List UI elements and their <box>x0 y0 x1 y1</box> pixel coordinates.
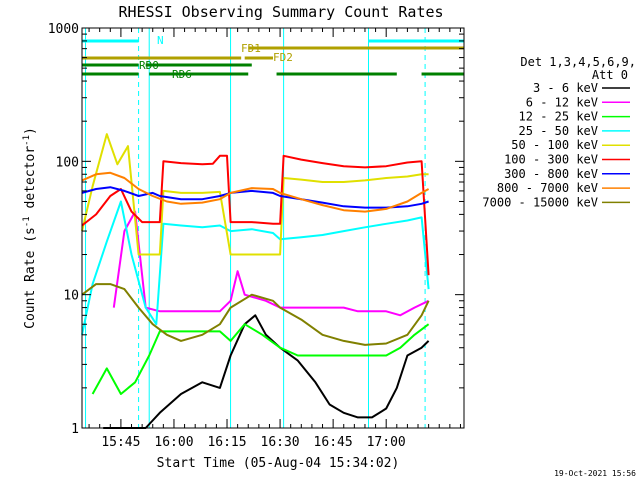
series-line <box>81 133 429 256</box>
y-tick-label: 10 <box>63 289 79 304</box>
series-lines <box>81 133 430 429</box>
series-line <box>81 171 430 213</box>
series-line <box>81 283 430 346</box>
legend-entry-label: 7000 - 15000 keV <box>482 195 598 209</box>
y-tick-label: 1 <box>71 422 79 437</box>
series-line <box>91 323 430 395</box>
n-label: N <box>157 34 164 47</box>
y-axis-label: Count Rate (s-1 detector-1) <box>22 127 38 329</box>
x-tick-label: 16:15 <box>207 435 246 450</box>
plot-frame <box>81 27 465 429</box>
legend-title-line2: Att 0 <box>592 68 628 82</box>
legend-title-line1: Det 1,3,4,5,6,9, <box>520 55 636 69</box>
series-line <box>81 200 430 336</box>
footer-timestamp: 19-Oct-2021 15:56 <box>554 469 636 478</box>
series-line <box>81 154 430 276</box>
mode-overlays: N FD1 FD2 RD0 RD6 <box>82 28 464 428</box>
rd6-label: RD6 <box>172 68 192 81</box>
legend-entry-label: 300 - 800 keV <box>504 167 598 181</box>
x-tick-label: 17:00 <box>367 435 406 450</box>
y-tick-label: 100 <box>56 155 79 170</box>
rd0-label: RD0 <box>139 59 159 72</box>
x-tick-label: 16:30 <box>261 435 300 450</box>
x-tick-label: 16:45 <box>314 435 353 450</box>
legend-entry-label: 12 - 25 keV <box>519 110 598 124</box>
x-tick-label: 15:45 <box>101 435 140 450</box>
x-axis-ticks: 15:45 16:00 16:15 16:30 16:45 17:00 <box>88 28 461 450</box>
x-tick-label: 16:00 <box>154 435 193 450</box>
legend-entry-label: 6 - 12 keV <box>526 95 598 109</box>
legend-entry-label: 25 - 50 keV <box>519 124 598 138</box>
series-line <box>112 210 430 317</box>
y-axis-ticks: 1 10 100 1000 <box>48 22 464 437</box>
series-line <box>81 186 429 209</box>
fd1-label: FD1 <box>241 42 261 55</box>
y-tick-label: 1000 <box>48 22 79 37</box>
chart-title: RHESSI Observing Summary Count Rates <box>118 3 443 21</box>
series-line <box>103 314 430 429</box>
legend-entry-label: 50 - 100 keV <box>511 138 598 152</box>
fd2-label: FD2 <box>273 51 293 64</box>
legend-entry-label: 3 - 6 keV <box>533 81 598 95</box>
legend-entry-label: 800 - 7000 keV <box>497 181 598 195</box>
legend-entry-label: 100 - 300 keV <box>504 153 598 167</box>
x-axis-label: Start Time (05-Aug-04 15:34:02) <box>157 456 400 471</box>
